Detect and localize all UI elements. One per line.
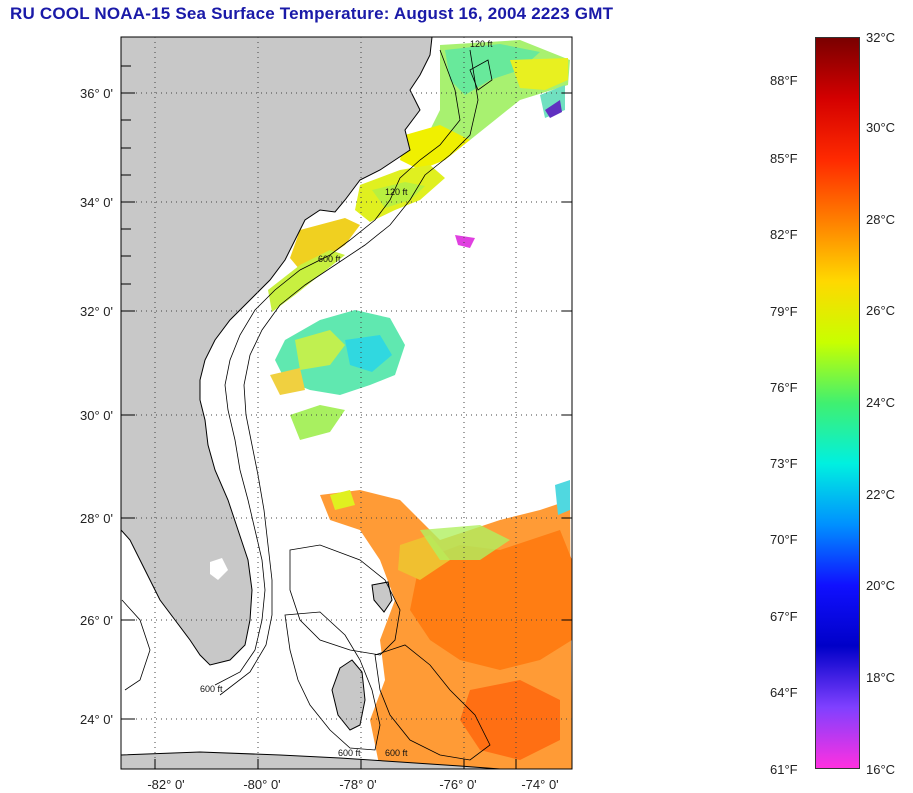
fahrenheit-label: 76°F <box>770 380 798 395</box>
lon-label: -78° 0' <box>339 777 376 792</box>
lon-label: -74° 0' <box>521 777 558 792</box>
contour-label: 600 ft <box>385 748 408 758</box>
lat-label: 36° 0' <box>80 86 113 101</box>
land-cuba <box>121 751 501 769</box>
celsius-label: 22°C <box>866 487 896 502</box>
land-bahamas <box>331 659 366 731</box>
map-title: RU COOL NOAA-15 Sea Surface Temperature:… <box>10 4 614 23</box>
fahrenheit-label: 61°F <box>770 762 798 777</box>
lat-label: 28° 0' <box>80 511 113 526</box>
celsius-label: 30°C <box>866 120 896 135</box>
lat-label: 26° 0' <box>80 613 113 628</box>
contour-label: 600 ft <box>338 748 361 758</box>
contour-label: 120 ft <box>470 39 493 49</box>
longitude-labels: -82° 0' -80° 0' -78° 0' -76° 0' -74° 0' <box>147 777 558 792</box>
bathymetry-contours <box>121 49 493 761</box>
lake-okeechobee <box>210 558 228 580</box>
fahrenheit-label: 85°F <box>770 151 798 166</box>
map-frame <box>120 36 573 770</box>
contour-label: 120 ft <box>385 187 408 197</box>
axis-ticks <box>121 65 572 769</box>
celsius-label: 28°C <box>866 212 896 227</box>
temperature-colorbar <box>815 37 860 769</box>
celsius-label: 20°C <box>866 578 896 593</box>
celsius-label: 18°C <box>866 670 896 685</box>
graticule <box>121 37 572 769</box>
land-grand-bahama <box>371 581 393 613</box>
lon-label: -80° 0' <box>243 777 280 792</box>
fahrenheit-label: 82°F <box>770 227 798 242</box>
celsius-label: 24°C <box>866 395 896 410</box>
fahrenheit-label: 88°F <box>770 73 798 88</box>
contour-labels: 120 ft 600 ft 120 ft 600 ft 600 ft 600 f… <box>200 39 493 758</box>
fahrenheit-label: 73°F <box>770 456 798 471</box>
land-mainland <box>121 37 433 666</box>
lat-label: 32° 0' <box>80 304 113 319</box>
lat-label: 24° 0' <box>80 712 113 727</box>
fahrenheit-label: 79°F <box>770 304 798 319</box>
contour-label: 600 ft <box>200 684 223 694</box>
celsius-label: 16°C <box>866 762 896 777</box>
latitude-labels: 36° 0' 34° 0' 32° 0' 30° 0' 28° 0' 26° 0… <box>80 86 113 727</box>
celsius-label: 26°C <box>866 303 896 318</box>
lat-label: 30° 0' <box>80 408 113 423</box>
celsius-label: 32°C <box>866 30 896 45</box>
fahrenheit-label: 70°F <box>770 532 798 547</box>
lat-label: 34° 0' <box>80 195 113 210</box>
lon-label: -76° 0' <box>439 777 476 792</box>
contour-label: 600 ft <box>318 254 341 264</box>
lon-label: -82° 0' <box>147 777 184 792</box>
fahrenheit-label: 67°F <box>770 609 798 624</box>
fahrenheit-label: 64°F <box>770 685 798 700</box>
